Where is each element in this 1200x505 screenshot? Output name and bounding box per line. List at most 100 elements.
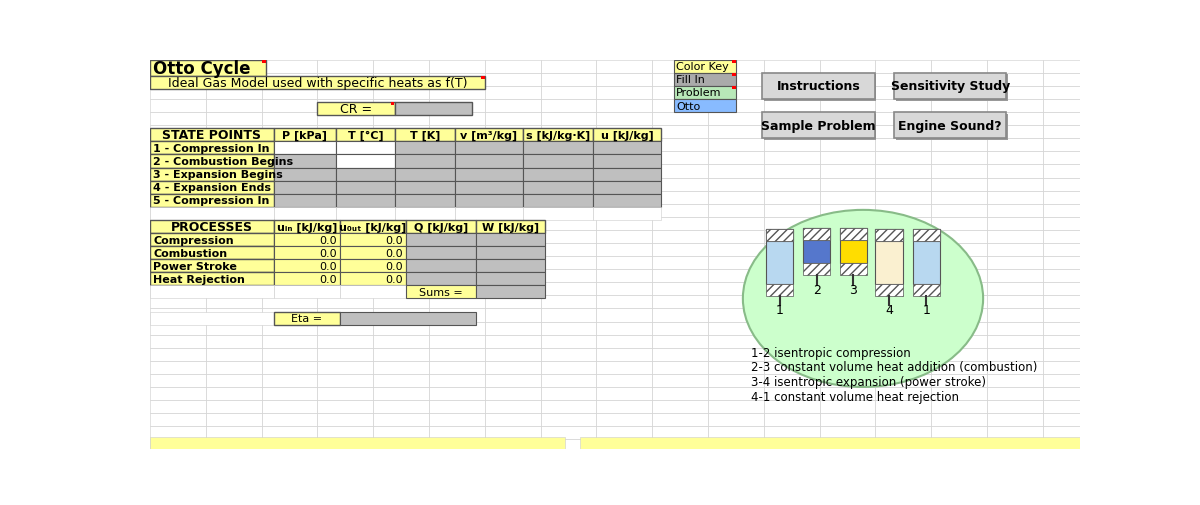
Bar bbox=[395, 168, 455, 181]
Bar bbox=[373, 426, 430, 439]
Bar bbox=[206, 348, 262, 361]
Bar bbox=[541, 165, 596, 178]
Bar bbox=[406, 246, 475, 260]
Bar bbox=[485, 113, 541, 126]
Bar bbox=[876, 217, 931, 230]
Bar bbox=[820, 126, 876, 139]
Bar bbox=[820, 113, 876, 126]
Bar bbox=[596, 217, 653, 230]
Bar bbox=[373, 400, 430, 413]
Bar bbox=[317, 309, 373, 322]
Bar bbox=[541, 387, 596, 400]
Bar bbox=[206, 361, 262, 374]
Text: s [kJ/kg·K]: s [kJ/kg·K] bbox=[526, 130, 590, 141]
Bar bbox=[931, 387, 986, 400]
Bar bbox=[820, 74, 876, 87]
Bar bbox=[764, 139, 820, 152]
Bar bbox=[1043, 400, 1099, 413]
Bar bbox=[803, 264, 830, 276]
Bar bbox=[931, 348, 986, 361]
Bar bbox=[485, 87, 541, 100]
Bar bbox=[262, 309, 318, 322]
Bar bbox=[373, 270, 430, 283]
Bar bbox=[485, 74, 541, 87]
Bar bbox=[406, 221, 475, 233]
Bar bbox=[485, 230, 541, 243]
Text: 1 - Compression In: 1 - Compression In bbox=[154, 143, 270, 154]
Bar bbox=[876, 257, 931, 270]
FancyBboxPatch shape bbox=[762, 113, 875, 139]
Bar bbox=[653, 61, 708, 74]
Bar bbox=[150, 322, 206, 335]
Bar bbox=[150, 361, 206, 374]
Bar bbox=[262, 335, 318, 348]
Bar bbox=[317, 361, 373, 374]
Bar bbox=[430, 178, 485, 191]
Bar bbox=[653, 217, 708, 230]
Bar bbox=[708, 413, 763, 426]
Bar bbox=[206, 309, 262, 322]
Bar bbox=[986, 74, 1043, 87]
Bar bbox=[206, 426, 262, 439]
Bar bbox=[820, 257, 876, 270]
Bar bbox=[541, 439, 596, 452]
Bar bbox=[876, 374, 931, 387]
Bar bbox=[986, 113, 1043, 126]
Bar bbox=[986, 191, 1043, 205]
Bar bbox=[206, 217, 262, 230]
Bar bbox=[485, 426, 541, 439]
Bar bbox=[541, 322, 596, 335]
Bar bbox=[206, 413, 262, 426]
Bar bbox=[653, 322, 708, 335]
Bar bbox=[317, 87, 373, 100]
Bar bbox=[764, 243, 820, 257]
Bar bbox=[596, 439, 653, 452]
Bar bbox=[541, 87, 596, 100]
Bar bbox=[430, 191, 485, 205]
Bar bbox=[596, 322, 653, 335]
Bar bbox=[820, 178, 876, 191]
Bar bbox=[732, 87, 736, 90]
Bar bbox=[931, 257, 986, 270]
Bar bbox=[596, 113, 653, 126]
Bar bbox=[986, 309, 1043, 322]
Bar bbox=[674, 74, 736, 87]
Bar bbox=[931, 205, 986, 217]
Ellipse shape bbox=[743, 211, 983, 387]
Bar bbox=[931, 230, 986, 243]
Bar bbox=[764, 374, 820, 387]
Text: 4-1 constant volume heat rejection: 4-1 constant volume heat rejection bbox=[751, 390, 959, 403]
Bar bbox=[430, 74, 485, 87]
Bar bbox=[732, 61, 736, 64]
Bar bbox=[1043, 217, 1099, 230]
Bar bbox=[986, 283, 1043, 296]
Bar bbox=[430, 283, 485, 296]
Bar bbox=[150, 270, 206, 283]
Bar bbox=[986, 243, 1043, 257]
Bar bbox=[150, 74, 206, 87]
Bar bbox=[150, 233, 274, 246]
Bar bbox=[373, 296, 430, 309]
Bar bbox=[541, 400, 596, 413]
Bar bbox=[541, 139, 596, 152]
Bar bbox=[764, 348, 820, 361]
Bar bbox=[541, 243, 596, 257]
Bar bbox=[430, 139, 485, 152]
Bar bbox=[150, 312, 274, 325]
Bar bbox=[820, 165, 876, 178]
Bar bbox=[430, 100, 485, 113]
Bar bbox=[373, 165, 430, 178]
Bar bbox=[373, 178, 430, 191]
Bar bbox=[1043, 87, 1099, 100]
Bar bbox=[336, 168, 395, 181]
Bar bbox=[986, 61, 1043, 74]
Bar bbox=[150, 260, 274, 273]
FancyBboxPatch shape bbox=[894, 113, 1007, 139]
Bar bbox=[803, 228, 830, 264]
Bar bbox=[150, 126, 206, 139]
Bar bbox=[317, 335, 373, 348]
Bar bbox=[150, 283, 206, 296]
Bar bbox=[274, 246, 340, 260]
Bar bbox=[1043, 205, 1099, 217]
Text: 0.0: 0.0 bbox=[385, 235, 403, 245]
